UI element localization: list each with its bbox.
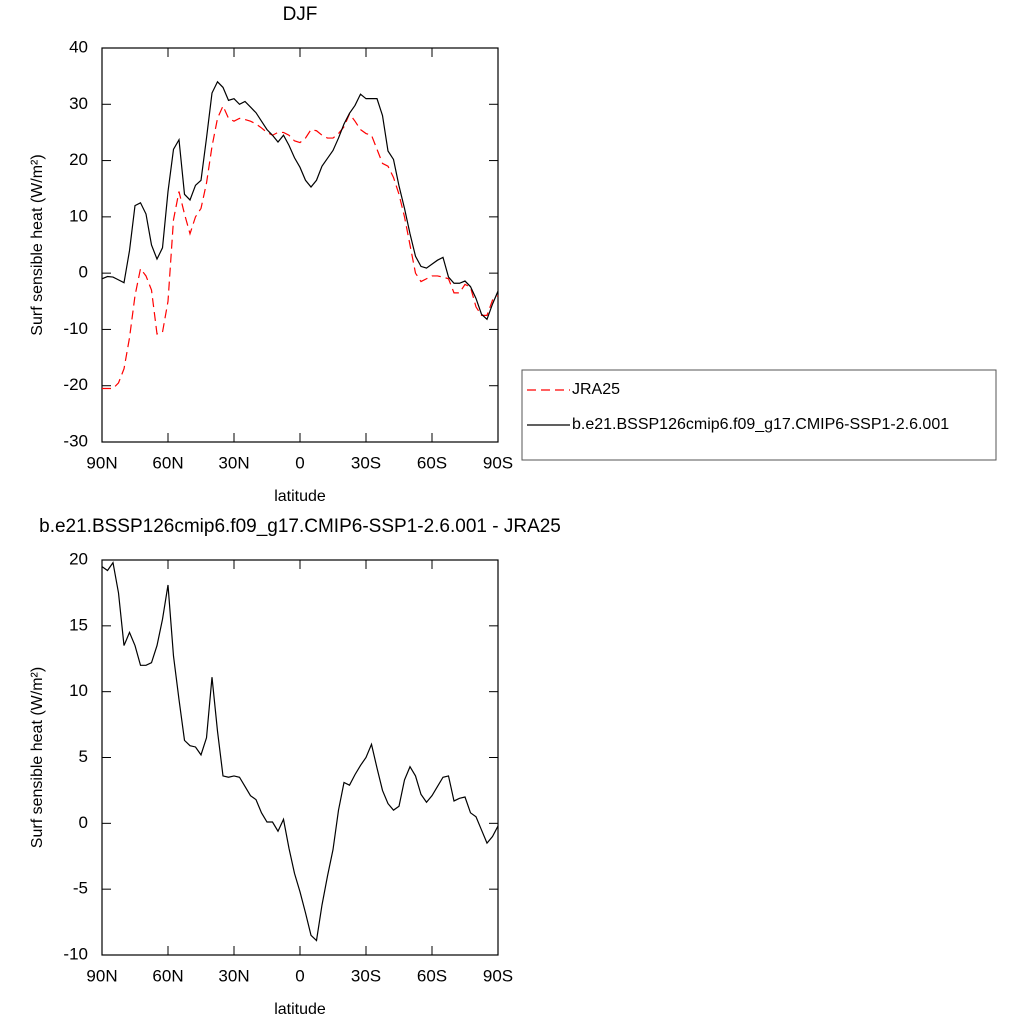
x-tick-label: 60S [417,966,447,985]
x-tick-label: 90N [86,966,117,985]
y-axis-label: Surf sensible heat (W/m²) [29,154,46,335]
x-axis-label: latitude [274,1001,326,1018]
y-tick-label: 30 [69,94,88,113]
plot-frame [101,559,499,956]
x-tick-label: 0 [295,453,304,472]
x-tick-label: 30N [218,966,249,985]
y-tick-label: 5 [79,747,88,766]
data-line [101,561,499,942]
y-tick-label: 10 [69,206,88,225]
x-tick-label: 30S [351,453,381,472]
y-tick-label: 0 [79,263,88,282]
x-tick-label: 60S [417,453,447,472]
y-tick-label: 15 [69,615,88,634]
x-axis-label: latitude [274,488,326,505]
x-tick-label: 60N [152,966,183,985]
legend-label: b.e21.BSSP126cmip6.f09_g17.CMIP6-SSP1-2.… [572,416,949,433]
plot-frame [101,47,499,443]
y-tick-label: -10 [63,319,88,338]
chart-title: DJF [283,4,318,25]
y-tick-label: -5 [73,879,88,898]
x-tick-label: 30S [351,966,381,985]
x-tick-label: 90S [483,453,513,472]
y-tick-label: -30 [63,431,88,450]
x-tick-label: 60N [152,453,183,472]
y-tick-label: -20 [63,375,88,394]
chart-title: b.e21.BSSP126cmip6.f09_g17.CMIP6-SSP1-2.… [39,516,561,537]
x-tick-label: 30N [218,453,249,472]
legend-box [521,369,997,461]
data-line [102,104,499,390]
y-tick-label: 0 [79,813,88,832]
y-tick-label: 20 [69,150,88,169]
x-tick-label: 90N [86,453,117,472]
data-line [101,80,499,321]
y-tick-label: -10 [63,944,88,963]
x-tick-label: 0 [295,966,304,985]
y-tick-label: 10 [69,681,88,700]
y-tick-label: 40 [69,37,88,56]
y-tick-label: 20 [69,549,88,568]
x-tick-label: 90S [483,966,513,985]
legend-label: JRA25 [572,381,620,398]
y-axis-label: Surf sensible heat (W/m²) [29,667,46,848]
